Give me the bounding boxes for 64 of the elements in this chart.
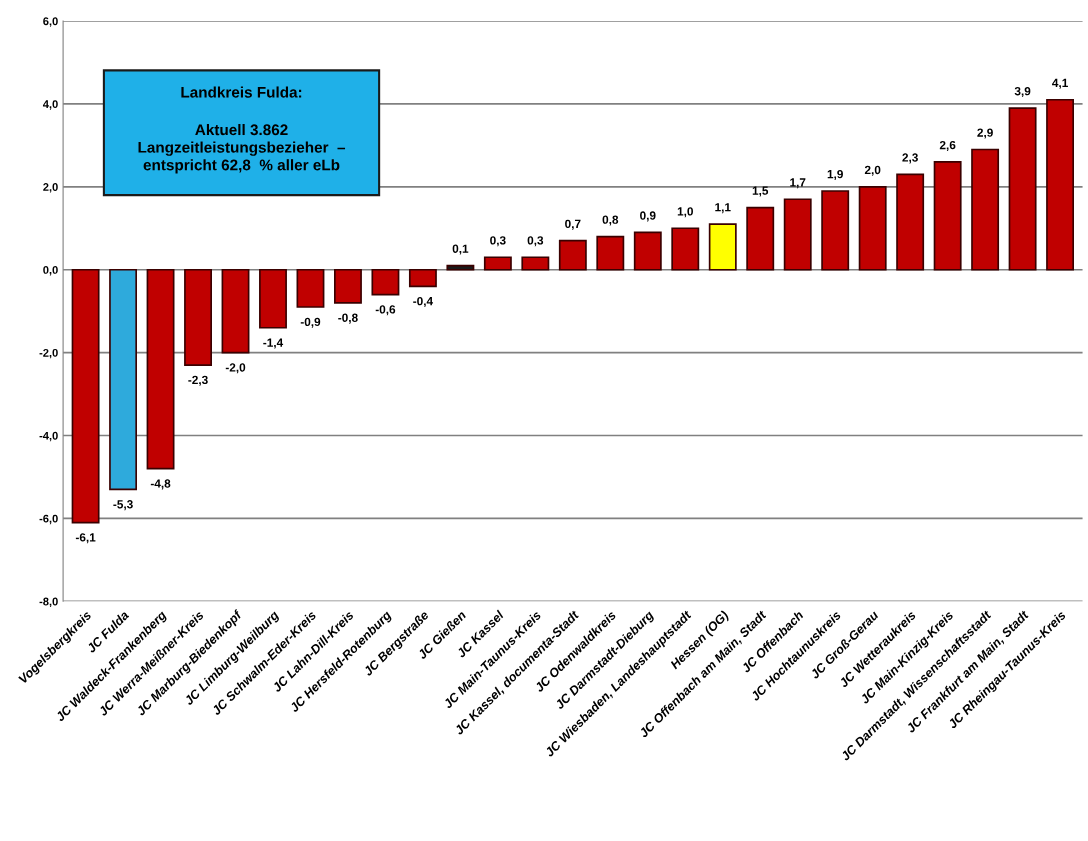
bar: [371, 268, 400, 296]
data-label: 0,1: [452, 244, 469, 255]
data-label: -4,8: [150, 479, 171, 490]
data-label: 1,9: [827, 169, 843, 180]
bar: [184, 268, 212, 366]
data-label: -2,0: [225, 363, 246, 374]
data-label: 1,7: [790, 178, 806, 189]
data-label: 0,3: [490, 236, 506, 247]
bar: [858, 185, 887, 271]
bar: [1046, 98, 1075, 271]
bar: [633, 231, 662, 271]
data-label: 1,1: [715, 203, 731, 214]
annotation: Landkreis Fulda:: [181, 86, 302, 98]
data-label: 2,9: [977, 128, 993, 139]
y-tick-label: 0,0: [43, 265, 58, 276]
bar: [558, 239, 587, 271]
bar: [521, 256, 550, 271]
bar: [1008, 107, 1037, 271]
data-label: 0,9: [640, 211, 656, 222]
data-label: -5,3: [113, 500, 133, 511]
bar: [896, 173, 925, 271]
y-tick-label: -2,0: [39, 348, 58, 359]
data-label: 3,9: [1014, 87, 1031, 98]
data-label: 2,6: [939, 140, 956, 151]
data-label: 1,0: [677, 207, 693, 218]
bar: [146, 268, 175, 470]
data-label: -0,6: [375, 305, 396, 316]
bar: [446, 264, 475, 271]
y-tick-label: -4,0: [39, 431, 58, 442]
bar: [708, 223, 737, 271]
y-tick-label: 2,0: [43, 183, 58, 193]
y-tick-label: 4,0: [42, 100, 58, 110]
data-label: -0,4: [413, 296, 434, 308]
bar: [596, 235, 625, 271]
data-label: 2,0: [864, 165, 881, 176]
data-label: 0,3: [527, 236, 544, 247]
data-label: -0,9: [300, 317, 321, 328]
bar: [671, 227, 700, 271]
bar: [933, 161, 962, 271]
bar: [483, 256, 512, 271]
data-label: 2,3: [902, 153, 918, 164]
bar: [296, 268, 325, 308]
bar: [221, 268, 250, 354]
bar: [821, 190, 850, 271]
bar: [333, 268, 362, 304]
data-label: 0,7: [565, 219, 581, 230]
data-label: -6,1: [75, 533, 96, 544]
y-tick-label: 6,0: [43, 17, 58, 27]
data-label: 0,8: [602, 215, 619, 226]
y-tick-label: -6,0: [39, 514, 58, 525]
bar: [746, 206, 775, 271]
data-label: -2,3: [188, 375, 208, 386]
bar: [971, 148, 1000, 271]
annotation: Aktuell 3.862 Langzeitleistungsbezieher – entspricht 62,8 % aller eLb: [138, 123, 346, 174]
bar: [783, 198, 812, 271]
bar: [408, 268, 437, 288]
bar: [71, 268, 100, 524]
bar: [259, 268, 287, 329]
data-label: -0,8: [338, 313, 358, 324]
y-tick-label: -8,0: [39, 597, 58, 608]
data-label: 4,1: [1052, 78, 1068, 89]
bar: [109, 268, 138, 491]
data-label: -1,4: [263, 338, 284, 349]
data-label: 1,5: [752, 186, 769, 197]
